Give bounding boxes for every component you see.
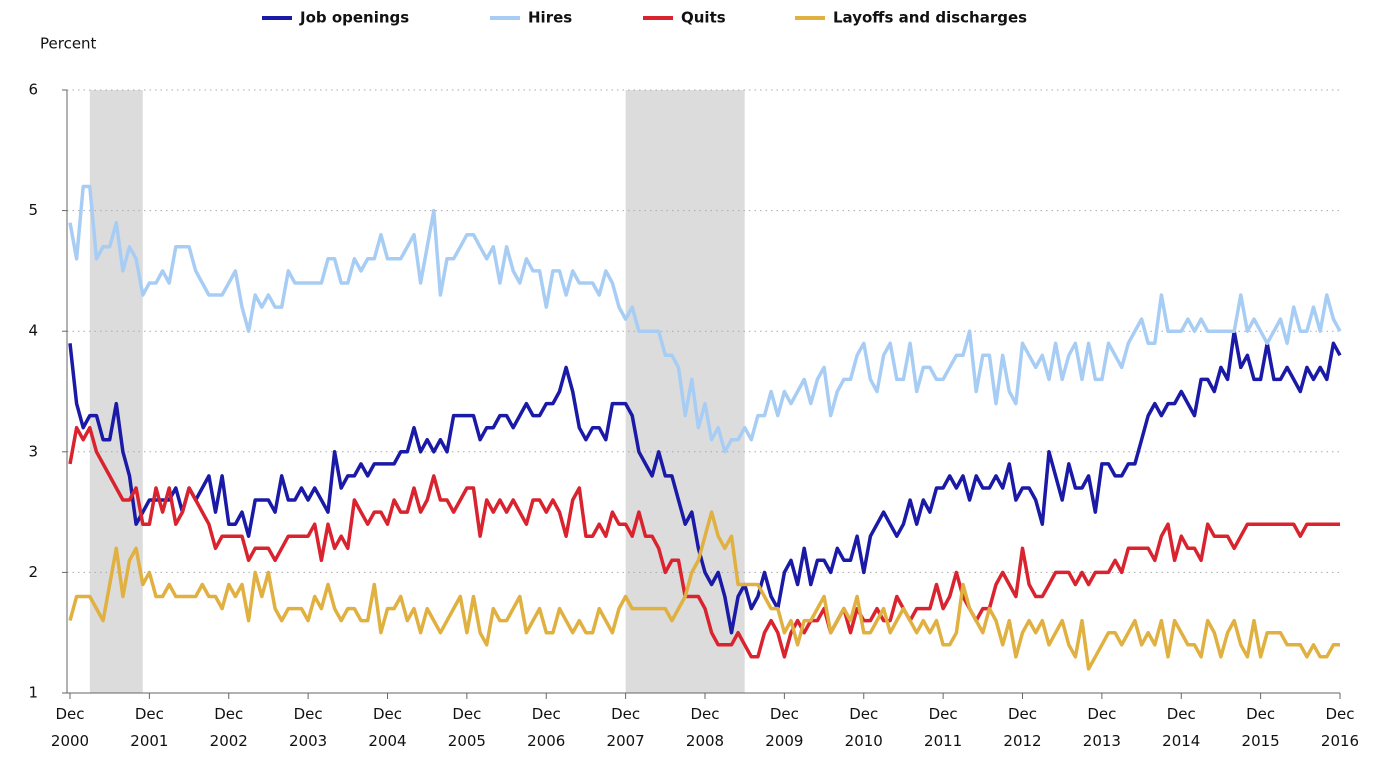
- y-tick-label: 4: [28, 322, 38, 340]
- x-tick-label: Dec 2001: [130, 705, 169, 750]
- x-tick-label: Dec 2016: [1320, 705, 1360, 750]
- x-tick-label: Dec 2015: [1241, 705, 1280, 750]
- series-line: [68, 329, 1342, 635]
- x-tick-label: Dec 2005: [447, 705, 486, 750]
- x-tick-label: Dec 2008: [685, 705, 725, 750]
- legend-label: Job openings: [299, 9, 409, 27]
- x-tick-label: Dec 2002: [209, 705, 248, 750]
- x-tick-label: Dec 2000: [50, 705, 90, 750]
- y-tick-label: 6: [28, 81, 38, 99]
- y-tick-label: 5: [28, 201, 38, 219]
- legend-label: Layoffs and discharges: [833, 9, 1027, 27]
- x-tick-label: Dec 2010: [844, 705, 883, 750]
- y-tick-label: 3: [28, 442, 38, 460]
- x-tick-label: Dec 2006: [527, 705, 566, 750]
- x-tick-label: Dec 2011: [924, 705, 963, 750]
- x-tick-label: Dec 2009: [765, 705, 804, 750]
- x-tick-label: Dec 2004: [368, 705, 407, 750]
- legend-label: Hires: [528, 9, 572, 27]
- series-line: [68, 184, 1342, 454]
- x-tick-label: Dec 2003: [289, 705, 328, 750]
- series-line: [68, 510, 1340, 671]
- x-tick-label: Dec 2007: [606, 705, 645, 750]
- recession-band: [89, 90, 143, 693]
- y-tick-label: 2: [28, 563, 38, 581]
- y-axis-label: Percent: [40, 35, 97, 53]
- y-tick-label: 1: [28, 684, 38, 702]
- series-line: [68, 425, 1340, 659]
- x-tick-label: Dec 2013: [1082, 705, 1121, 750]
- legend-label: Quits: [681, 9, 726, 27]
- x-tick-label: Dec 2014: [1162, 705, 1201, 750]
- x-tick-label: Dec 2012: [1003, 705, 1042, 750]
